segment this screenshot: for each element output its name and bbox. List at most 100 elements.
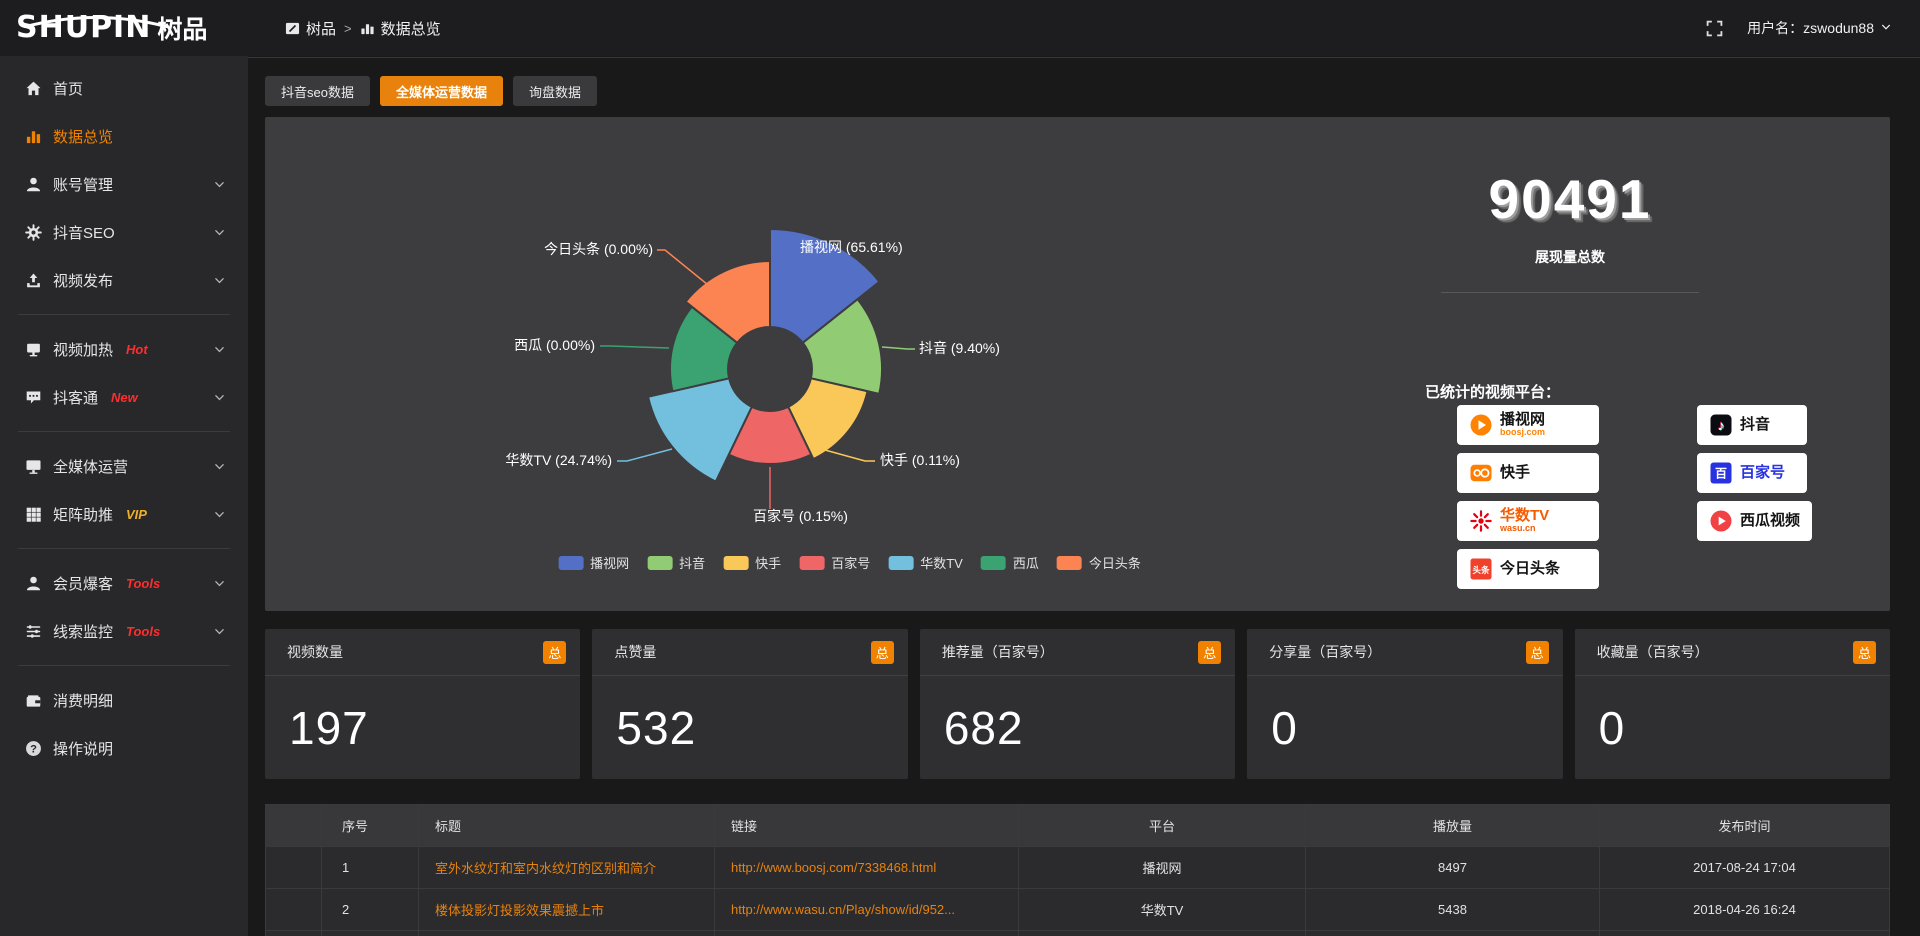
legend-item-抖音[interactable]: 抖音 — [647, 553, 705, 572]
divider — [1441, 292, 1699, 293]
chevron-down-icon — [213, 178, 226, 191]
video-url-link[interactable]: http://www.wasu.cn/Play/show/id/952... — [731, 902, 955, 917]
pie-slice-快手[interactable] — [786, 377, 869, 461]
stat-card-title: 点赞量 — [614, 644, 657, 660]
sidebar-item-操作说明[interactable]: ? 操作说明 — [0, 724, 248, 772]
stat-card-value: 682 — [943, 701, 1024, 754]
stat-card-header: 推荐量（百家号） 总 — [919, 629, 1236, 676]
legend-swatch — [799, 555, 825, 570]
sidebar-item-label: 抖客通 — [53, 389, 99, 407]
sidebar-item-线索监控[interactable]: 线索监控 Tools — [0, 607, 248, 655]
pie-label-快手: 快手 (0.11%) — [880, 452, 960, 468]
chart-legend: 播视网 抖音 快手 百家号 华数TV 西瓜 今日头条 — [558, 553, 1141, 572]
gear-icon — [25, 223, 42, 241]
breadcrumb-item-1[interactable]: 树品 — [285, 18, 336, 39]
video-title-link[interactable]: 室外水纹灯和室内水纹灯的区别和简介 — [435, 861, 657, 876]
platform-badge-今日头条: 头条 今日头条 — [1457, 549, 1599, 589]
user-icon — [26, 177, 41, 191]
stat-card-title: 收藏量（百家号） — [1596, 644, 1709, 660]
cell-time: 2018-04-26 16:24 — [1599, 888, 1890, 931]
platform-subtext: boosj.com — [1500, 427, 1546, 438]
sidebar-item-label: 抖音SEO — [53, 224, 115, 242]
legend-item-西瓜[interactable]: 西瓜 — [980, 553, 1039, 572]
sidebar-item-矩阵助推[interactable]: 矩阵助推 VIP — [0, 490, 248, 538]
cell-link: http://www.wasu.cn/Play/show/id/952... — [714, 888, 1019, 931]
sidebar-item-抖音SEO[interactable]: 抖音SEO — [0, 208, 248, 256]
cell-title: 楼体投影灯投影效果震撼上市 — [418, 888, 715, 931]
total-badge: 总 — [1853, 640, 1877, 664]
cell-platform: 播视网 — [1018, 846, 1306, 889]
sidebar-item-label: 视频发布 — [53, 272, 114, 290]
xigua-logo-icon — [1710, 510, 1732, 532]
row-checkbox-cell — [265, 930, 322, 936]
pie-slice-抖音[interactable] — [801, 297, 884, 396]
sidebar-item-抖客通[interactable]: 抖客通 New — [0, 373, 248, 421]
sidebar-item-账号管理[interactable]: 账号管理 — [0, 160, 248, 208]
chevron-down-icon — [213, 343, 226, 356]
legend-item-快手[interactable]: 快手 — [723, 553, 781, 572]
sidebar-item-badge: Tools — [126, 623, 161, 639]
sidebar-item-label: 数据总览 — [53, 128, 114, 146]
chevron-down-icon — [213, 508, 226, 521]
sidebar-item-视频加热[interactable]: 视频加热 Hot — [0, 325, 248, 373]
label-line-播视网 — [784, 247, 797, 258]
sidebar-item-视频发布[interactable]: 视频发布 — [0, 256, 248, 304]
legend-swatch — [1056, 555, 1082, 570]
fullscreen-button[interactable] — [1706, 20, 1723, 37]
stat-card-header: 分享量（百家号） 总 — [1247, 629, 1563, 676]
rose-chart-area: 播视网 (65.61%) 抖音 (9.40%) 快手 (0.11%) 百家号 (0.1… — [265, 117, 1250, 611]
sidebar-item-首页[interactable]: 首页 — [0, 64, 248, 112]
sidebar-item-消费明细[interactable]: 消费明细 — [0, 676, 248, 724]
legend-item-华数TV[interactable]: 华数TV — [888, 553, 963, 572]
pie-slice-今日头条[interactable] — [684, 259, 771, 345]
chevron-down-icon — [215, 277, 224, 283]
sidebar-item-label: 操作说明 — [53, 740, 114, 758]
pie-label-西瓜: 西瓜 (0.00%) — [514, 337, 595, 353]
tab-抖音seo数据[interactable]: 抖音seo数据 — [265, 76, 370, 106]
platform-column-right: ♪ ♪ ♪ 抖音百百家号 西瓜视频 — [1697, 405, 1813, 541]
cell-platform: 华数TV — [1018, 888, 1306, 931]
tab-询盘数据[interactable]: 询盘数据 — [512, 76, 597, 106]
cell-link — [714, 930, 1019, 936]
sidebar-divider — [18, 665, 230, 666]
chevron-down-icon — [213, 226, 226, 239]
platform-name: 播视网 — [1500, 411, 1546, 429]
tab-全媒体运营数据[interactable]: 全媒体运营数据 — [379, 76, 503, 106]
sidebar-item-全媒体运营[interactable]: 全媒体运营 — [0, 442, 248, 490]
video-url-link[interactable]: http://www.boosj.com/7338468.html — [731, 860, 937, 875]
row-checkbox-cell — [265, 846, 322, 889]
stat-card-value: 197 — [289, 701, 369, 754]
video-title-link[interactable]: 楼体投影灯投影效果震撼上市 — [435, 903, 605, 918]
sidebar: 首页数据总览账号管理抖音SEO 视频发布视频加热 Hot 抖客通 New 全媒体运营矩阵助… — [0, 56, 248, 936]
stat-card-value: 532 — [616, 701, 697, 754]
sidebar-item-会员爆客[interactable]: 会员爆客 Tools — [0, 559, 248, 607]
total-badge: 总 — [1525, 640, 1549, 664]
platform-badge-text: 华数TV wasu.cn — [1500, 508, 1549, 533]
sidebar-item-badge: Tools — [126, 575, 161, 591]
legend-item-百家号[interactable]: 百家号 — [799, 553, 870, 572]
platform-badge-播视网: 播视网 boosj.com — [1457, 405, 1599, 445]
table-header-row: 序号 标题 链接 平台 播放量 发布时间 — [265, 804, 1890, 847]
chart-icon — [361, 23, 374, 34]
pie-slice-华数TV[interactable] — [646, 377, 754, 483]
chevron-down-icon — [215, 463, 224, 469]
legend-item-今日头条[interactable]: 今日头条 — [1056, 553, 1141, 572]
breadcrumb-item-2[interactable]: 数据总览 — [360, 18, 441, 39]
legend-label: 快手 — [755, 556, 782, 571]
legend-swatch — [647, 555, 673, 570]
cell-time: 2017-08-24 17:04 — [1599, 846, 1890, 889]
legend-item-播视网[interactable]: 播视网 — [558, 553, 629, 572]
label-line-抖音 — [881, 346, 915, 350]
sidebar-item-label: 消费明细 — [53, 692, 114, 710]
legend-label: 华数TV — [920, 556, 963, 571]
sidebar-item-label: 账号管理 — [53, 176, 114, 194]
pie-slice-播视网[interactable] — [769, 227, 881, 345]
sidebar-item-数据总览[interactable]: 数据总览 — [0, 112, 248, 160]
sidebar-item-label: 全媒体运营 — [53, 458, 129, 476]
user-menu[interactable]: 用户名：zswodun88 — [1747, 18, 1892, 38]
logo-arc — [23, 16, 169, 28]
douyin-logo-icon: ♪♪♪ — [1710, 414, 1732, 436]
svg-text:头条: 头条 — [1472, 565, 1490, 575]
cell-plays: 5438 — [1305, 888, 1600, 931]
pie-label-抖音: 抖音 (9.40%) — [919, 340, 1000, 356]
